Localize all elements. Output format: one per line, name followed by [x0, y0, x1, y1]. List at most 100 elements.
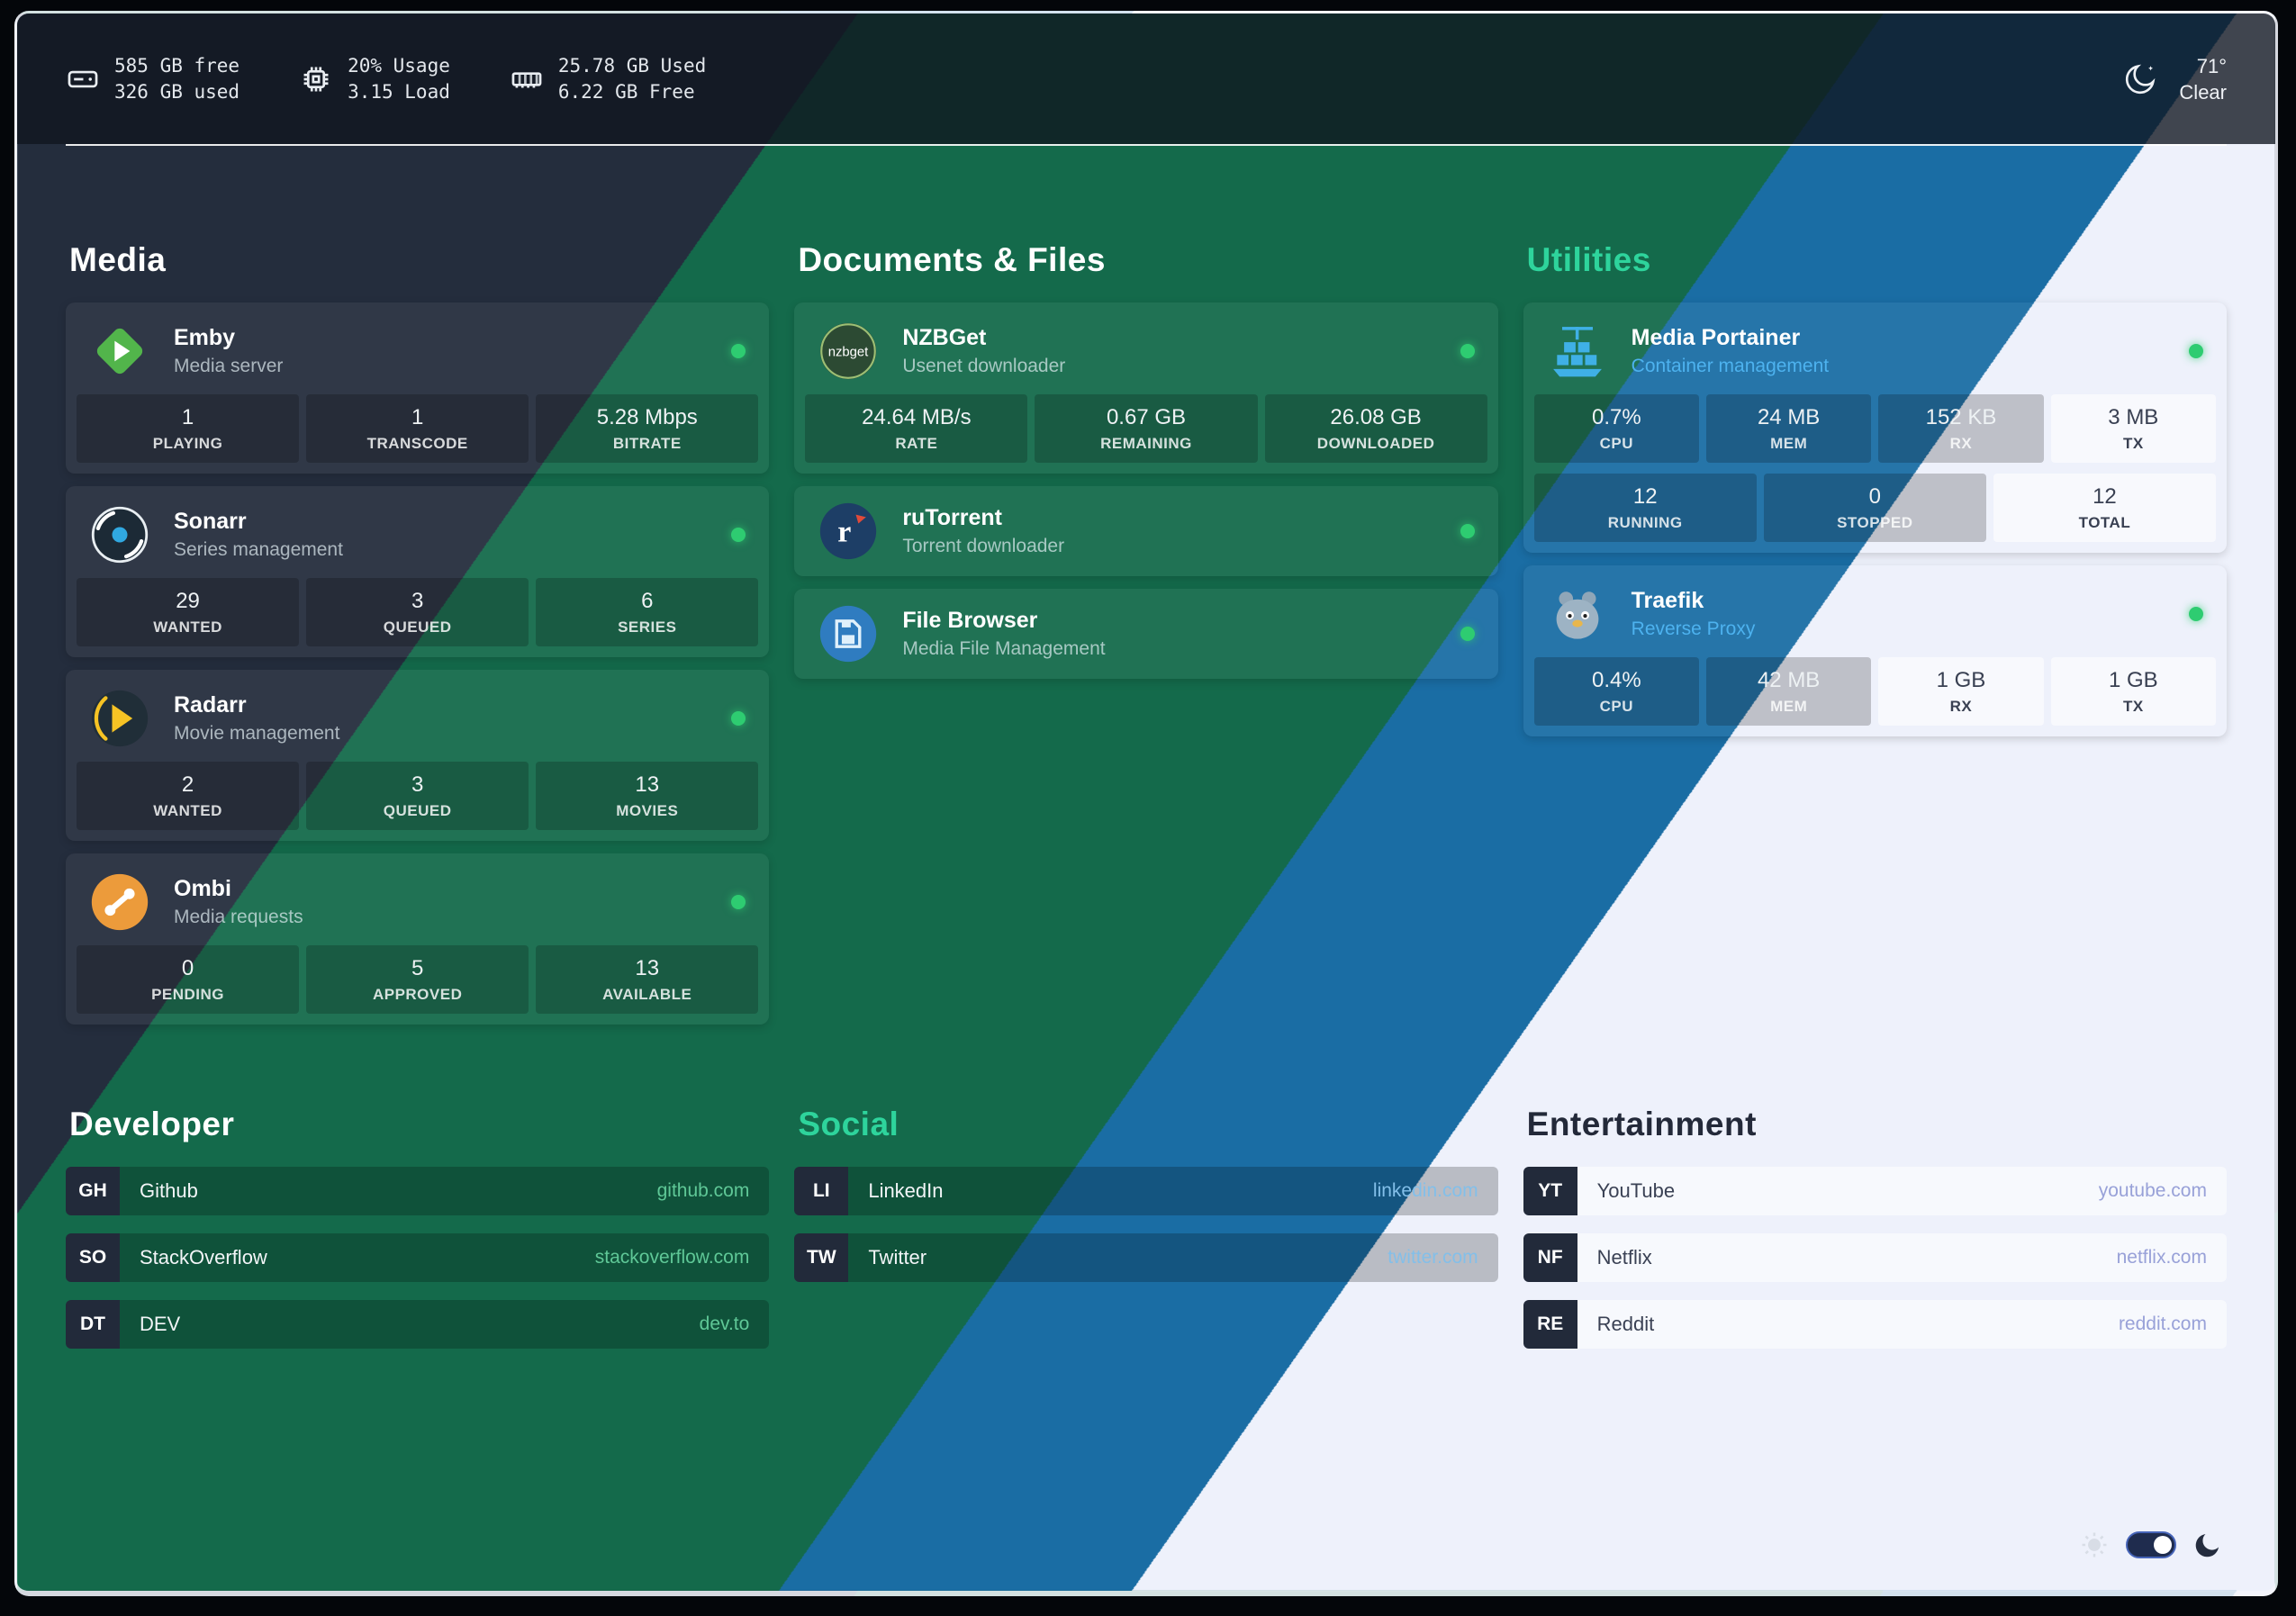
bookmark-url: stackoverflow.com: [594, 1247, 750, 1268]
app-title: ruTorrent: [902, 505, 1002, 530]
status-dot-online: [2188, 607, 2203, 621]
portainer-icon: [1547, 320, 1608, 382]
status-dot-online: [1460, 344, 1475, 358]
section-heading-developer: Developer: [69, 1106, 235, 1142]
section-developer: Developer GH Github github.com SO StackOv…: [66, 1106, 770, 1367]
stat-box: 6 SERIES: [536, 578, 759, 646]
app-subtitle: Media File Management: [902, 638, 1106, 659]
app-subtitle: Usenet downloader: [902, 356, 1066, 376]
system-stats-group: 585 GB free 326 GB used 20% Usage 3.15 L…: [66, 54, 706, 104]
app-title: Emby: [174, 325, 236, 350]
bookmark-reddit[interactable]: RE Reddit reddit.com: [1523, 1300, 2227, 1349]
bookmark-abbr: RE: [1523, 1300, 1577, 1349]
bookmark-dev[interactable]: DT DEV dev.to: [66, 1300, 770, 1349]
bookmark-abbr: YT: [1523, 1167, 1577, 1215]
stat-box: 3 QUEUED: [306, 578, 529, 646]
weather-moon-icon: [2121, 60, 2159, 98]
cpu-load-text: 3.15 Load: [348, 80, 450, 103]
cpu-usage: 20% Usage 3.15 Load: [299, 54, 450, 104]
bookmark-abbr: GH: [66, 1167, 120, 1215]
app-title: NZBGet: [902, 325, 987, 350]
stat-box: 1 GB RX: [1878, 657, 2044, 726]
section-heading-utilities: Utilities: [1526, 241, 1651, 278]
stat-box: 0.7% CPU: [1533, 394, 1699, 463]
disk-free-text: 585 GB free: [114, 54, 240, 77]
bookmark-url: github.com: [656, 1180, 750, 1201]
bookmark-name: Twitter: [868, 1246, 927, 1268]
app-card-rutorrent[interactable]: r ruTorrent Torrent downloader: [794, 486, 1498, 576]
app-subtitle: Container management: [1631, 356, 1830, 376]
app-subtitle: Media server: [174, 356, 284, 376]
bookmark-youtube[interactable]: YT YouTube youtube.com: [1523, 1167, 2227, 1215]
app-card-emby[interactable]: Emby Media server 1 PLAYING 1 TRANSCODE 5.…: [66, 302, 770, 474]
app-title: Radarr: [174, 692, 247, 718]
svg-text:r: r: [838, 515, 852, 548]
weather-condition: Clear: [2179, 80, 2227, 104]
app-subtitle: Torrent downloader: [902, 536, 1065, 556]
bookmark-linkedin[interactable]: LI LinkedIn linkedin.com: [794, 1167, 1498, 1215]
app-card-sonarr[interactable]: Sonarr Series management 29 WANTED 3 QUEUE…: [66, 486, 770, 657]
app-title: Traefik: [1631, 588, 1704, 613]
app-card-nzbget[interactable]: nzbget NZBGet Usenet downloader 24.64 MB…: [794, 302, 1498, 474]
status-dot-online: [731, 711, 746, 726]
bookmark-url: twitter.com: [1388, 1247, 1478, 1268]
app-subtitle: Media requests: [174, 907, 303, 927]
status-dot-online: [731, 344, 746, 358]
status-dot-online: [731, 895, 746, 909]
theme-toggle-switch[interactable]: [2126, 1531, 2176, 1558]
bookmark-twitter[interactable]: TW Twitter twitter.com: [794, 1233, 1498, 1282]
stat-box: 0 PENDING: [77, 945, 300, 1014]
stat-box: 26.08 GB DOWNLOADED: [1264, 394, 1487, 463]
bookmark-github[interactable]: GH Github github.com: [66, 1167, 770, 1215]
app-title: Ombi: [174, 876, 231, 901]
bookmark-stackoverflow[interactable]: SO StackOverflow stackoverflow.com: [66, 1233, 770, 1282]
bookmark-abbr: SO: [66, 1233, 120, 1282]
bookmark-url: linkedin.com: [1372, 1180, 1478, 1201]
app-card-traefik[interactable]: Traefik Reverse Proxy 0.4% CPU 42 MB MEM 1…: [1523, 565, 2227, 736]
status-dot-online: [1460, 524, 1475, 538]
app-card-ombi[interactable]: Ombi Media requests 0 PENDING 5 APPROVED 1…: [66, 853, 770, 1025]
sun-icon[interactable]: [2079, 1530, 2110, 1560]
toggle-knob: [2154, 1536, 2172, 1554]
bookmark-name: Reddit: [1596, 1313, 1655, 1335]
stat-box: 1 GB TX: [2050, 657, 2216, 726]
stat-box: 0.4% CPU: [1533, 657, 1699, 726]
stat-box: 24 MB MEM: [1705, 394, 1872, 463]
section-media: Media Emby Media server 1 PLAYING 1 TRANSC…: [66, 241, 770, 1106]
ram-usage: 25.78 GB Used 6.22 GB Free: [510, 54, 706, 104]
disk-used-text: 326 GB used: [114, 80, 240, 103]
section-heading-social: Social: [798, 1106, 899, 1142]
bookmark-abbr: DT: [66, 1300, 120, 1349]
emby-icon: [89, 320, 150, 382]
stat-box: 13 AVAILABLE: [536, 945, 759, 1014]
section-documents-files: Documents & Files nzbget NZBGet Usenet d…: [794, 241, 1498, 1106]
moon-icon[interactable]: [2192, 1530, 2223, 1560]
stat-box: 12 RUNNING: [1533, 474, 1757, 542]
nzbget-icon: nzbget: [818, 320, 879, 382]
stat-box: 24.64 MB/s RATE: [805, 394, 1028, 463]
ombi-icon: [89, 871, 150, 933]
stat-box: 5 APPROVED: [306, 945, 529, 1014]
bookmark-name: StackOverflow: [140, 1246, 267, 1268]
stat-box: 13 MOVIES: [536, 762, 759, 830]
stat-box: 3 MB TX: [2050, 394, 2216, 463]
traefik-icon: [1547, 583, 1608, 645]
stat-box: 1 PLAYING: [77, 394, 300, 463]
rutorrent-icon: r: [818, 501, 879, 562]
section-entertainment: Entertainment YT YouTube youtube.com NF N…: [1523, 1106, 2227, 1367]
stat-box: 0 STOPPED: [1763, 474, 1986, 542]
app-card-portainer[interactable]: Media Portainer Container management 0.7…: [1523, 302, 2227, 553]
stat-box: 29 WANTED: [77, 578, 300, 646]
cpu-usage-text: 20% Usage: [348, 54, 450, 77]
cpu-icon: [299, 62, 333, 96]
status-dot-online: [731, 528, 746, 542]
app-subtitle: Series management: [174, 539, 343, 560]
bookmark-abbr: NF: [1523, 1233, 1577, 1282]
section-heading-media: Media: [69, 241, 167, 278]
bookmark-netflix[interactable]: NF Netflix netflix.com: [1523, 1233, 2227, 1282]
theme-toggle-area: [2079, 1530, 2223, 1560]
dashboard-grid: Media Emby Media server 1 PLAYING 1 TRANSC…: [17, 146, 2275, 1367]
app-card-filebrowser[interactable]: File Browser Media File Management: [794, 589, 1498, 679]
app-title: Media Portainer: [1631, 325, 1801, 350]
app-card-radarr[interactable]: Radarr Movie management 2 WANTED 3 QUEUED …: [66, 670, 770, 841]
